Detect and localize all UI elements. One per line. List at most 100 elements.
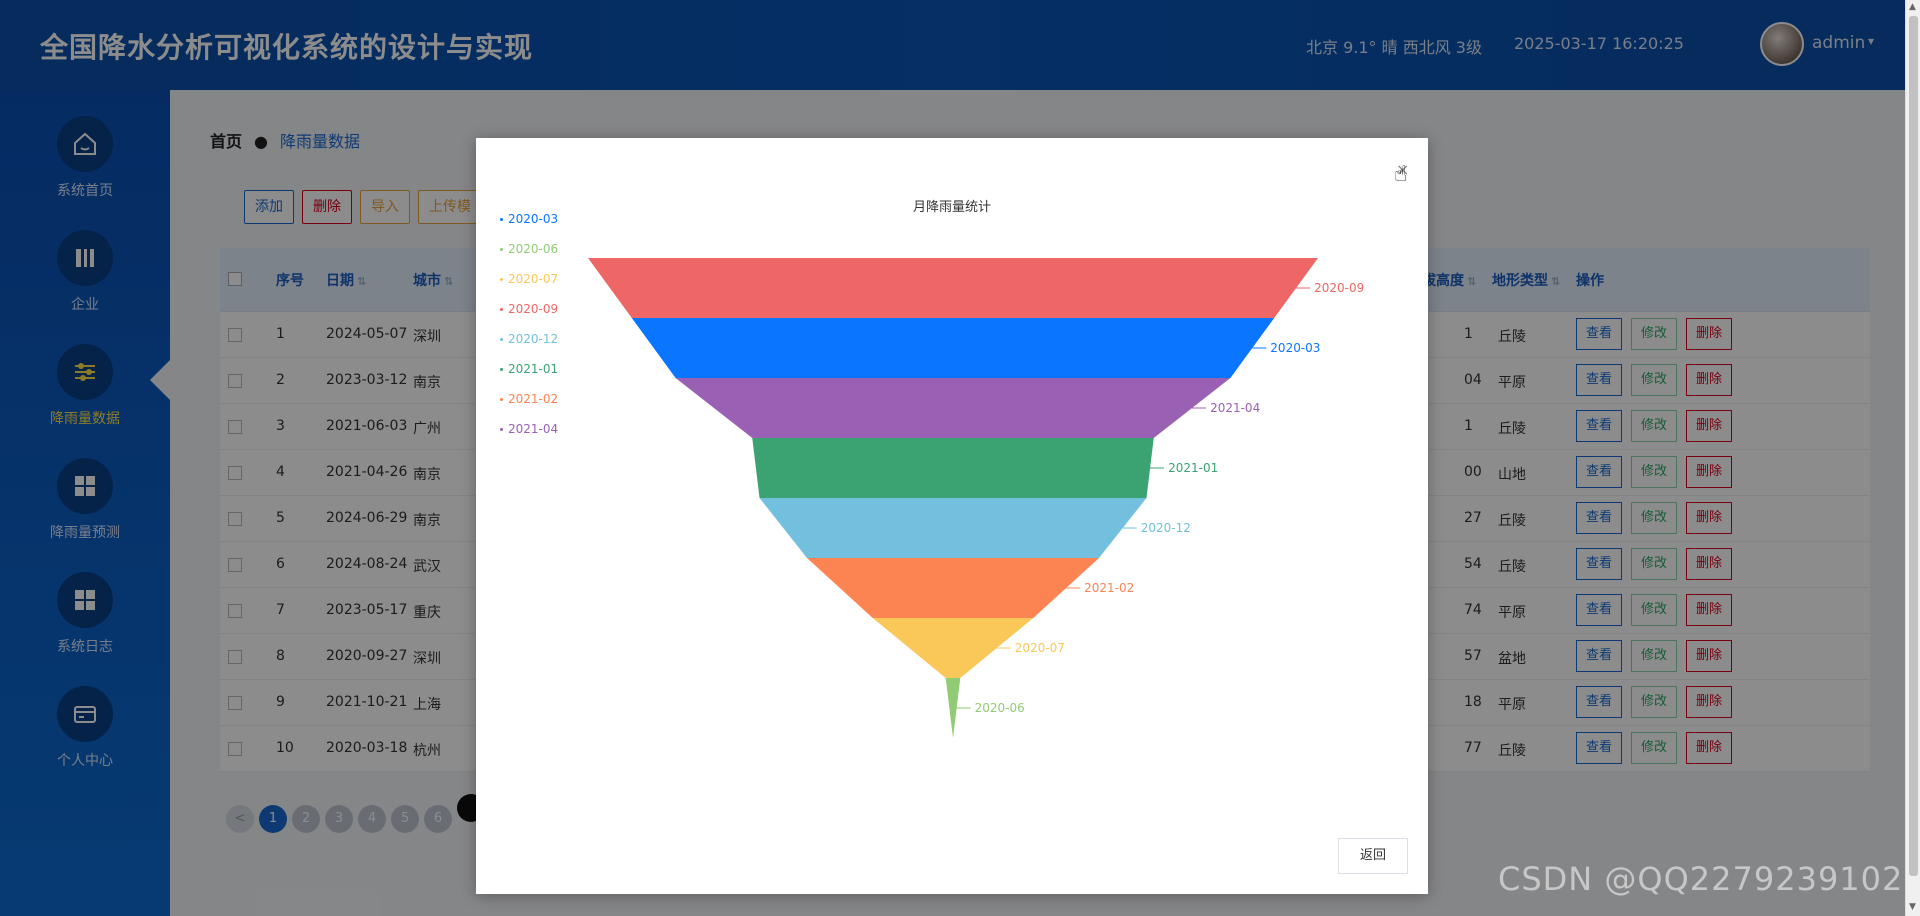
scrollbar[interactable]: ▲ ▼ [1905,0,1920,916]
sort-icon[interactable]: ⇅ [357,275,367,288]
scroll-up-icon[interactable]: ▲ [1909,2,1916,12]
view-button[interactable]: 查看 [1576,364,1623,396]
view-button[interactable]: 查看 [1576,640,1623,672]
legend-item[interactable]: 2020-07 [500,264,558,294]
page-button[interactable]: 3 [325,805,353,833]
legend-marker [500,308,503,311]
row-checkbox[interactable] [228,742,242,756]
scroll-down-icon[interactable]: ▼ [1909,902,1916,912]
edit-button[interactable]: 修改 [1631,502,1678,534]
edit-button[interactable]: 修改 [1631,594,1678,626]
select-all-checkbox[interactable] [228,272,242,286]
legend-marker [500,218,503,221]
col-city-label: 城市 [413,273,441,289]
funnel-segment[interactable] [807,558,1099,618]
edit-button[interactable]: 修改 [1631,732,1678,764]
view-button[interactable]: 查看 [1576,456,1623,488]
add-button[interactable]: 添加 [244,190,294,224]
cell-city: 深圳 [413,329,441,345]
delete-row-button[interactable]: 删除 [1686,686,1733,718]
user-name[interactable]: admin [1812,33,1866,53]
page-button[interactable]: 5 [391,805,419,833]
edit-button[interactable]: 修改 [1631,548,1678,580]
view-button[interactable]: 查看 [1576,732,1623,764]
view-button[interactable]: 查看 [1576,410,1623,442]
sidebar-item-rainfall-data[interactable]: 降雨量数据 [0,344,170,454]
close-icon[interactable]: × [1396,160,1410,179]
edit-button[interactable]: 修改 [1631,686,1678,718]
legend-item[interactable]: 2020-12 [500,324,558,354]
page-button[interactable]: 1 [259,805,287,833]
funnel-segment[interactable] [588,258,1318,318]
caret-down-icon[interactable]: ▾ [1868,34,1875,48]
funnel-segment[interactable] [675,378,1231,438]
legend-item[interactable]: 2021-02 [500,384,558,414]
funnel-segment[interactable] [631,318,1275,378]
delete-row-button[interactable]: 删除 [1686,502,1733,534]
row-checkbox[interactable] [228,696,242,710]
row-checkbox[interactable] [228,374,242,388]
import-button[interactable]: 导入 [360,190,410,224]
edit-button[interactable]: 修改 [1631,318,1678,350]
funnel-segment[interactable] [759,498,1147,558]
edit-button[interactable]: 修改 [1631,410,1678,442]
view-button[interactable]: 查看 [1576,502,1623,534]
edit-button[interactable]: 修改 [1631,456,1678,488]
delete-row-button[interactable]: 删除 [1686,456,1733,488]
col-terrain[interactable]: 地形类型 ⇅ [1492,270,1560,290]
sidebar-item-rainfall-forecast[interactable]: 降雨量预测 [0,458,170,568]
cell-city: 武汉 [413,559,441,575]
delete-row-button[interactable]: 删除 [1686,318,1733,350]
sidebar-item-company[interactable]: 企业 [0,230,170,340]
scroll-thumb[interactable] [1909,16,1918,876]
legend-marker [500,278,503,281]
delete-row-button[interactable]: 删除 [1686,364,1733,396]
sort-icon[interactable]: ⇅ [444,275,454,288]
row-checkbox[interactable] [228,512,242,526]
sort-icon[interactable]: ⇅ [1467,275,1477,288]
delete-button[interactable]: 删除 [302,190,352,224]
view-button[interactable]: 查看 [1576,318,1623,350]
legend-item[interactable]: 2020-09 [500,294,558,324]
edit-button[interactable]: 修改 [1631,640,1678,672]
delete-row-button[interactable]: 删除 [1686,410,1733,442]
row-checkbox[interactable] [228,558,242,572]
funnel-segment[interactable] [872,618,1034,678]
page-button[interactable]: 2 [292,805,320,833]
upload-template-button[interactable]: 上传模 [418,190,482,224]
view-button[interactable]: 查看 [1576,594,1623,626]
edit-button[interactable]: 修改 [1631,364,1678,396]
sort-icon[interactable]: ⇅ [1551,275,1561,288]
delete-row-button[interactable]: 删除 [1686,732,1733,764]
funnel-segment[interactable] [945,678,961,738]
legend-item[interactable]: 2021-01 [500,354,558,384]
sidebar-item-home[interactable]: 系统首页 [0,116,170,226]
col-altitude[interactable]: 拔高度 ⇅ [1422,270,1476,290]
row-checkbox[interactable] [228,420,242,434]
view-button[interactable]: 查看 [1576,548,1623,580]
legend-item[interactable]: 2020-06 [500,234,558,264]
row-checkbox[interactable] [228,650,242,664]
row-checkbox[interactable] [228,328,242,342]
row-checkbox[interactable] [228,604,242,618]
cell-index: 10 [276,740,294,756]
sidebar-item-profile[interactable]: 个人中心 [0,686,170,796]
page-button[interactable]: 6 [424,805,452,833]
row-checkbox[interactable] [228,466,242,480]
sidebar-item-system-log[interactable]: 系统日志 [0,572,170,682]
avatar[interactable] [1760,22,1804,66]
col-date[interactable]: 日期 ⇅ [326,270,366,290]
col-city[interactable]: 城市 ⇅ [413,270,453,290]
prev-page-button[interactable]: < [226,805,254,833]
delete-row-button[interactable]: 删除 [1686,640,1733,672]
page-button[interactable]: 4 [358,805,386,833]
legend-item[interactable]: 2020-03 [500,204,558,234]
breadcrumb-home[interactable]: 首页 [210,132,243,151]
view-button[interactable]: 查看 [1576,686,1623,718]
delete-row-button[interactable]: 删除 [1686,548,1733,580]
legend-item[interactable]: 2021-04 [500,414,558,444]
cell-city: 重庆 [413,605,441,621]
funnel-segment[interactable] [752,438,1154,498]
back-button[interactable]: 返回 [1338,838,1408,874]
delete-row-button[interactable]: 删除 [1686,594,1733,626]
